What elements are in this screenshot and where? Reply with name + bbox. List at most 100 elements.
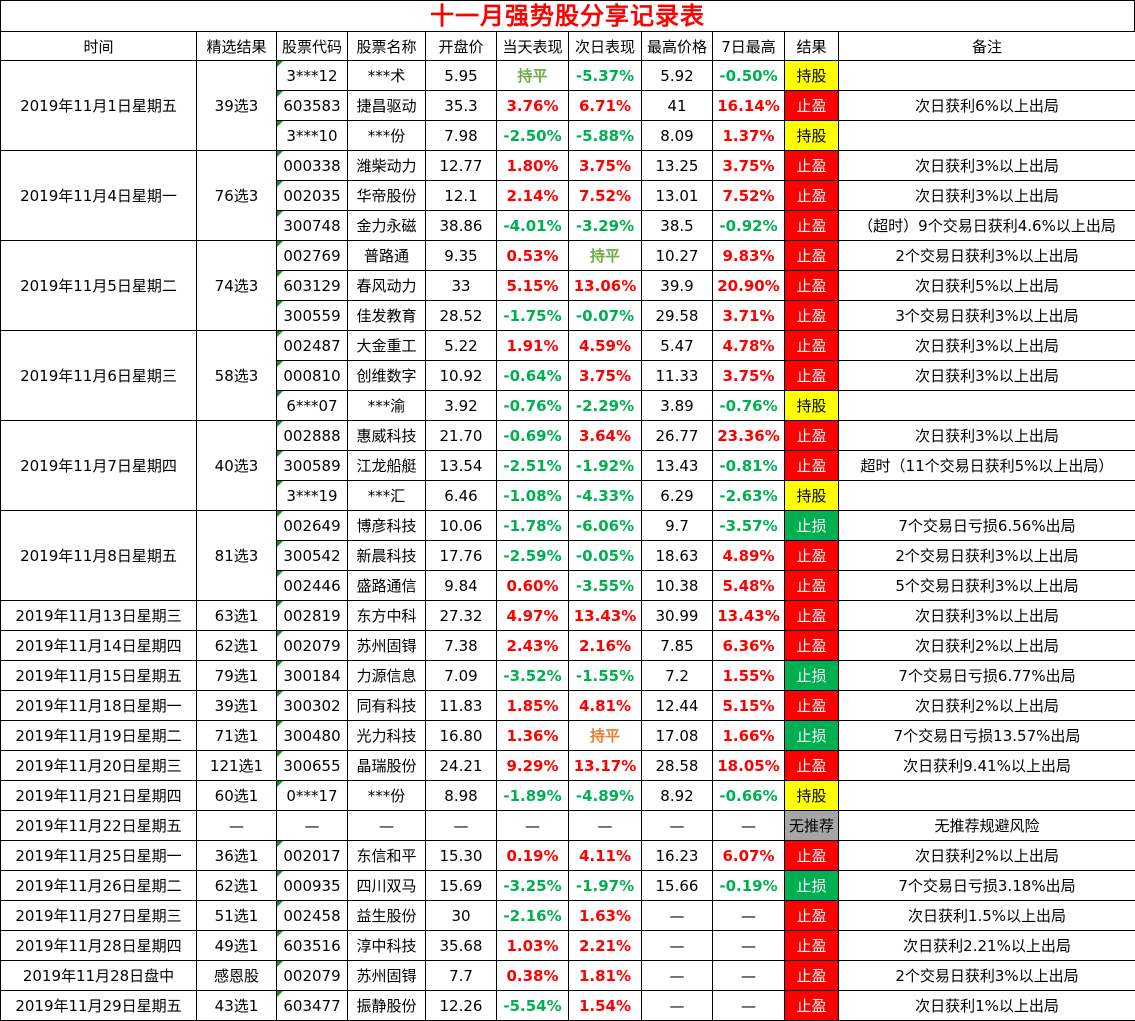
selection-cell: 71选1 [196,720,277,751]
today-change-cell: -0.64% [496,360,569,391]
selection-cell: 62选1 [196,630,277,661]
high-price-cell: 39.9 [641,270,713,301]
next-day-change-cell: -1.92% [568,450,642,481]
seven-day-high-cell: — [712,810,785,841]
table-row: 300559 佳发教育 28.52 -1.75% -0.07% 29.58 3.71% 止盈 3… [1,300,1135,331]
seven-day-high-cell: 3.75% [712,360,785,391]
seven-day-high-cell: 4.78% [712,330,785,361]
stock-name-cell: 同有科技 [347,690,426,721]
stock-name-cell: — [347,810,426,841]
result-badge: 止损 [784,870,839,901]
open-price-cell: 33 [425,270,497,301]
today-change-cell: 9.29% [496,750,569,781]
table-row: 2019年11月28日星期四 49选1 603516 淳中科技 35.68 1.03% 2.… [0,930,1135,961]
today-change-cell: -1.75% [496,300,569,331]
date-cell: 2019年11月4日星期一 [0,150,197,241]
table-row: 2019年11月18日星期一 39选1 300302 同有科技 11.83 1.85% 4.… [0,690,1135,721]
stock-code-cell: 300655 [276,750,348,781]
seven-day-high-cell: 1.37% [712,120,785,151]
stock-record-table: 时间 精选结果 股票代码 股票名称 开盘价 当天表现 次日表现 最高价格 7日最… [0,31,1135,1021]
result-badge: 止盈 [784,750,839,781]
table-row: 2019年11月4日星期一 76选3 000338 潍柴动力 12.77 1.80% 3.7… [0,150,1135,241]
result-badge: 止盈 [784,330,839,361]
note-cell: 次日获利2%以上出局 [838,630,1135,661]
table-row: 2019年11月5日星期二 74选3 002769 普路通 9.35 0.53% 持平 10.… [0,240,1135,331]
header-next: 次日表现 [568,31,642,61]
seven-day-high-cell: -2.63% [712,480,785,511]
stock-name-cell: 苏州固锝 [347,630,426,661]
high-price-cell: 7.2 [641,660,713,691]
note-cell [838,390,1135,421]
table-row: 3***19 ***汇 6.46 -1.08% -4.33% 6.29 -2.63% 持股 [1,480,1135,511]
today-change-cell: 2.43% [496,630,569,661]
note-cell: 次日获利9.41%以上出局 [838,750,1135,781]
selection-cell: 62选1 [196,870,277,901]
date-cell: 2019年11月21日星期四 [0,780,197,811]
open-price-cell: 10.92 [425,360,497,391]
next-day-change-cell: -3.55% [568,570,642,601]
stock-code-cell: 002035 [276,180,348,211]
next-day-change-cell: 1.54% [568,990,642,1021]
table-row: 2019年11月28日盘中 感恩股 002079 苏州固锝 7.7 0.38% 1.81% —… [0,960,1135,991]
date-cell: 2019年11月27日星期三 [0,900,197,931]
selection-cell: 60选1 [196,780,277,811]
selection-cell: 43选1 [196,990,277,1021]
stock-name-cell: 春风动力 [347,270,426,301]
high-price-cell: 5.92 [641,60,713,91]
open-price-cell: 17.76 [425,540,497,571]
header-note: 备注 [838,31,1135,61]
open-price-cell: 7.7 [425,960,497,991]
result-badge: 持股 [784,120,839,151]
stock-name-cell: 振静股份 [347,990,426,1021]
high-price-cell: 41 [641,90,713,121]
table-row: 000810 创维数字 10.92 -0.64% 3.75% 11.33 3.75% 止盈 次日… [1,360,1135,391]
open-price-cell: 13.54 [425,450,497,481]
next-day-change-cell: -4.33% [568,480,642,511]
result-badge: 止盈 [784,180,839,211]
result-badge: 止盈 [784,600,839,631]
stock-code-cell: 002769 [276,240,348,271]
high-price-cell: 7.85 [641,630,713,661]
today-change-cell: 2.14% [496,180,569,211]
next-day-change-cell: -1.55% [568,660,642,691]
high-price-cell: 17.08 [641,720,713,751]
today-change-cell: -3.25% [496,870,569,901]
table-row: 300748 金力永磁 38.86 -4.01% -3.29% 38.5 -0.92% 止盈（… [1,210,1135,241]
selection-cell: 121选1 [196,750,277,781]
next-day-change-cell: 3.75% [568,150,642,181]
open-price-cell: 35.3 [425,90,497,121]
stock-name-cell: 捷昌驱动 [347,90,426,121]
stock-name-cell: 惠威科技 [347,420,426,451]
note-cell: 次日获利5%以上出局 [838,270,1135,301]
result-badge: 持股 [784,390,839,421]
stock-name-cell: 新晨科技 [347,540,426,571]
high-price-cell: 13.01 [641,180,713,211]
next-day-change-cell: 13.06% [568,270,642,301]
open-price-cell: 16.80 [425,720,497,751]
today-change-cell: 1.85% [496,690,569,721]
stock-name-cell: 潍柴动力 [347,150,426,181]
today-change-cell: 0.60% [496,570,569,601]
stock-code-cell: 603477 [276,990,348,1021]
table-row: 2019年11月19日星期二 71选1 300480 光力科技 16.80 1.36% 持平… [0,720,1135,751]
date-cell: 2019年11月19日星期二 [0,720,197,751]
stock-name-cell: 力源信息 [347,660,426,691]
seven-day-high-cell: 23.36% [712,420,785,451]
high-price-cell: — [641,960,713,991]
open-price-cell: 28.52 [425,300,497,331]
seven-day-high-cell: 5.48% [712,570,785,601]
high-price-cell: 12.44 [641,690,713,721]
date-cell: 2019年11月8日星期五 [0,510,197,601]
open-price-cell: 6.46 [425,480,497,511]
high-price-cell: 26.77 [641,420,713,451]
next-day-change-cell: 1.63% [568,900,642,931]
table-row: 2019年11月26日星期二 62选1 000935 四川双马 15.69 -3.25% -… [0,870,1135,901]
date-cell: 2019年11月18日星期一 [0,690,197,721]
result-badge: 止损 [784,660,839,691]
note-cell: 次日获利6%以上出局 [838,90,1135,121]
table-row: 2019年11月6日星期三 58选3 002487 大金重工 5.22 1.91% 4.59… [0,330,1135,421]
next-day-change-cell: 7.52% [568,180,642,211]
result-badge: 止盈 [784,270,839,301]
high-price-cell: — [641,900,713,931]
open-price-cell: 24.21 [425,750,497,781]
